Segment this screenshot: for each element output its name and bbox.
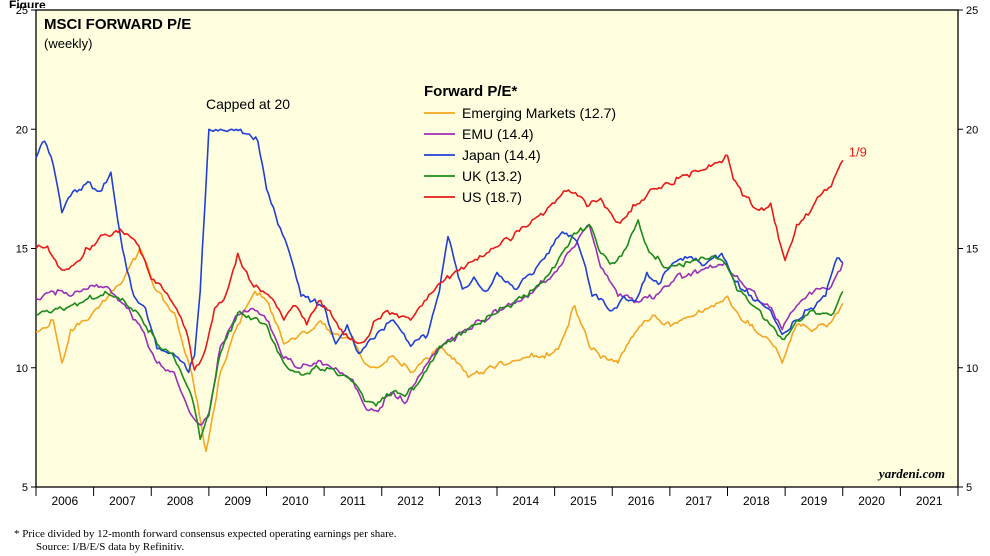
x-tick-label: 2021 (916, 494, 943, 508)
y-tick-label-left: 5 (22, 482, 28, 494)
end-date-label: 1/9 (849, 144, 867, 159)
x-tick-label: 2013 (455, 494, 482, 508)
legend-label: Emerging Markets (12.7) (462, 105, 616, 121)
plot-area (35, 9, 959, 488)
watermark: yardeni.com (877, 466, 945, 481)
y-tick-label-right: 10 (966, 363, 978, 375)
y-tick-label-left: 10 (16, 363, 28, 375)
x-tick-label: 2008 (167, 494, 194, 508)
x-tick-label: 2010 (282, 494, 309, 508)
x-tick-label: 2016 (628, 494, 655, 508)
x-tick-label: 2017 (685, 494, 712, 508)
y-tick-label-left: 20 (16, 124, 28, 136)
figure-label: Figure (9, 0, 46, 8)
x-tick-label: 2009 (224, 494, 251, 508)
y-tick-label-right: 25 (966, 5, 978, 17)
x-tick-label: 2006 (51, 494, 78, 508)
series-line (35, 219, 844, 441)
source-note: Source: I/B/E/S data by Refinitiv. (36, 541, 185, 553)
y-tick-label-left: 25 (16, 5, 28, 17)
x-tick-label: 2011 (340, 494, 366, 508)
y-tick-label-left: 15 (16, 244, 28, 256)
y-tick-label-right: 15 (966, 244, 978, 256)
chart-subtitle: (weekly) (44, 36, 92, 51)
legend-label: Japan (14.4) (462, 147, 541, 163)
x-tick-label: 2007 (109, 494, 136, 508)
legend-label: UK (13.2) (462, 168, 522, 184)
x-tick-label: 2012 (397, 494, 424, 508)
x-tick-label: 2018 (743, 494, 770, 508)
y-tick-label-right: 20 (966, 124, 978, 136)
x-tick-label: 2015 (570, 494, 597, 508)
x-tick-label: 2019 (801, 494, 828, 508)
footnote: * Price divided by 12-month forward cons… (14, 528, 397, 540)
legend-title: Forward P/E* (424, 83, 518, 100)
legend-label: US (18.7) (462, 189, 522, 205)
series-line (35, 154, 844, 371)
legend-label: EMU (14.4) (462, 126, 534, 142)
x-tick-label: 2014 (512, 494, 539, 508)
x-tick-label: 2020 (858, 494, 885, 508)
chart-title: MSCI FORWARD P/E (44, 16, 191, 33)
y-tick-label-right: 5 (966, 482, 972, 494)
annotation-capped: Capped at 20 (206, 96, 290, 112)
